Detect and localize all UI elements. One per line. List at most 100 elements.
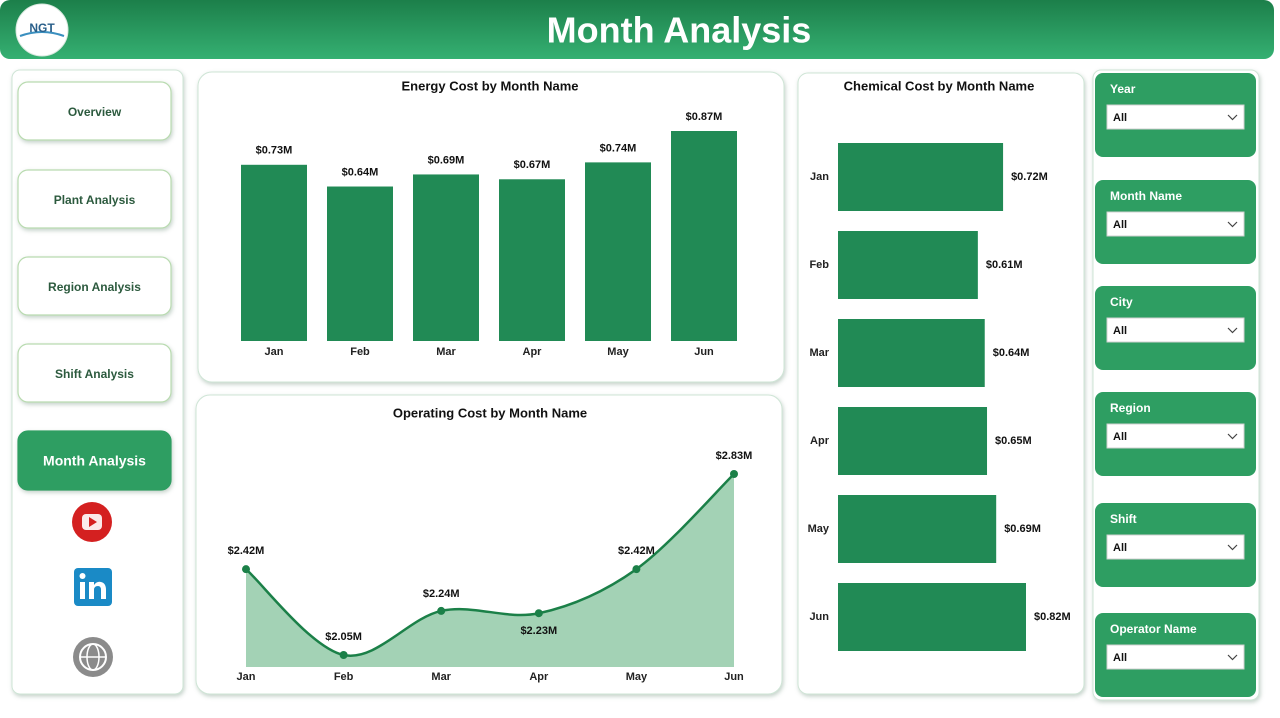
filter-label: Operator Name (1110, 622, 1197, 636)
point (730, 470, 738, 478)
y-tick-label: Jan (810, 171, 829, 183)
y-tick-label: Mar (809, 347, 829, 359)
filter-value: All (1113, 652, 1127, 664)
chart-title: Energy Cost by Month Name (402, 78, 579, 93)
data-label: $2.23M (520, 625, 557, 637)
nav-label: Plant Analysis (54, 193, 136, 207)
bar (327, 186, 393, 341)
point (632, 565, 641, 574)
bar (499, 179, 565, 341)
point (534, 609, 543, 618)
logo-swoosh (19, 31, 65, 37)
dropdown-chevron (1227, 114, 1238, 121)
x-tick-label: Feb (350, 346, 370, 358)
x-tick-label: Apr (529, 671, 549, 683)
data-label: $2.42M (228, 545, 265, 557)
point (437, 606, 446, 615)
nav-button[interactable] (17, 430, 172, 491)
filter-value: All (1113, 542, 1127, 554)
data-label: $0.69M (428, 154, 465, 166)
bar (838, 495, 997, 563)
filter-dropdown[interactable] (1106, 423, 1245, 449)
nav-label: Overview (68, 105, 122, 119)
x-tick-label: Apr (523, 346, 543, 358)
x-tick-label: Jan (265, 346, 284, 358)
data-label: $2.83M (716, 450, 753, 462)
filter-label: Region (1110, 401, 1151, 415)
data-label: $0.82M (1034, 611, 1071, 623)
data-label: $0.73M (256, 145, 293, 157)
x-tick-label: Mar (436, 346, 456, 358)
filter-dropdown[interactable] (1106, 211, 1245, 237)
x-tick-label: Jan (237, 671, 256, 683)
x-tick-label: May (607, 346, 629, 358)
filter-dropdown[interactable] (1106, 534, 1245, 560)
bar (241, 164, 307, 341)
data-label: $2.24M (423, 588, 460, 600)
bar (838, 583, 1026, 651)
nav-button[interactable] (17, 256, 172, 316)
linkedin-icon-dot (79, 573, 86, 579)
nav-label: Region Analysis (48, 280, 141, 294)
dropdown-chevron (1227, 433, 1238, 440)
linkedin-icon-bar (80, 582, 85, 599)
y-tick-label: Jun (809, 611, 829, 623)
data-label: $0.74M (600, 142, 637, 154)
nav-label: Month Analysis (43, 453, 146, 469)
dropdown-chevron (1227, 654, 1238, 661)
nav-button[interactable] (17, 81, 172, 141)
data-label: $0.67M (514, 159, 551, 171)
linkedin-icon-n (89, 581, 106, 599)
x-tick-label: May (626, 671, 648, 683)
data-label: $0.72M (1011, 171, 1048, 183)
chart-title: Operating Cost by Month Name (393, 405, 587, 420)
filter-dropdown[interactable] (1106, 317, 1245, 343)
dropdown-chevron (1227, 221, 1238, 228)
nav-label: Shift Analysis (55, 367, 134, 381)
filter-dropdown[interactable] (1106, 644, 1245, 670)
bar (838, 231, 978, 299)
filter-value: All (1113, 219, 1127, 231)
filter-panel (1092, 69, 1260, 701)
filter-value: All (1113, 431, 1127, 443)
youtube-icon-play (89, 517, 97, 527)
data-label: $0.64M (342, 166, 379, 178)
point (242, 565, 250, 574)
x-tick-label: Mar (431, 671, 451, 683)
filter-label: City (1110, 295, 1133, 309)
filter-label: Shift (1110, 512, 1137, 526)
point (339, 651, 348, 659)
bar (838, 143, 1004, 211)
y-tick-label: May (808, 523, 830, 535)
filter-value: All (1113, 112, 1127, 124)
area (246, 474, 734, 667)
data-label: $2.05M (325, 631, 362, 643)
bar (585, 162, 651, 341)
data-label: $0.61M (986, 259, 1023, 271)
bar (838, 407, 988, 475)
dynamic-content: Overview Plant Analysis Region Analysis Shi… (17, 73, 1256, 697)
chart-title: Chemical Cost by Month Name (844, 78, 1035, 93)
bar (838, 319, 985, 387)
x-tick-label: Jun (724, 671, 744, 683)
page-title: Month Analysis (547, 10, 812, 51)
data-label: $0.69M (1004, 523, 1041, 535)
data-label: $0.64M (993, 347, 1030, 359)
data-label: $0.65M (995, 435, 1032, 447)
line (245, 473, 735, 657)
filter-label: Year (1110, 82, 1136, 96)
logo (15, 3, 69, 57)
data-label: $0.87M (686, 111, 723, 123)
bar (413, 174, 479, 341)
x-tick-label: Jun (694, 346, 714, 358)
y-tick-label: Apr (810, 435, 830, 447)
nav-button[interactable] (17, 169, 172, 229)
filter-label: Month Name (1110, 189, 1182, 203)
filter-dropdown[interactable] (1106, 104, 1245, 130)
data-label: $2.42M (618, 545, 655, 557)
dropdown-chevron (1227, 327, 1238, 334)
nav-button[interactable] (17, 343, 172, 403)
y-tick-label: Feb (809, 259, 829, 271)
